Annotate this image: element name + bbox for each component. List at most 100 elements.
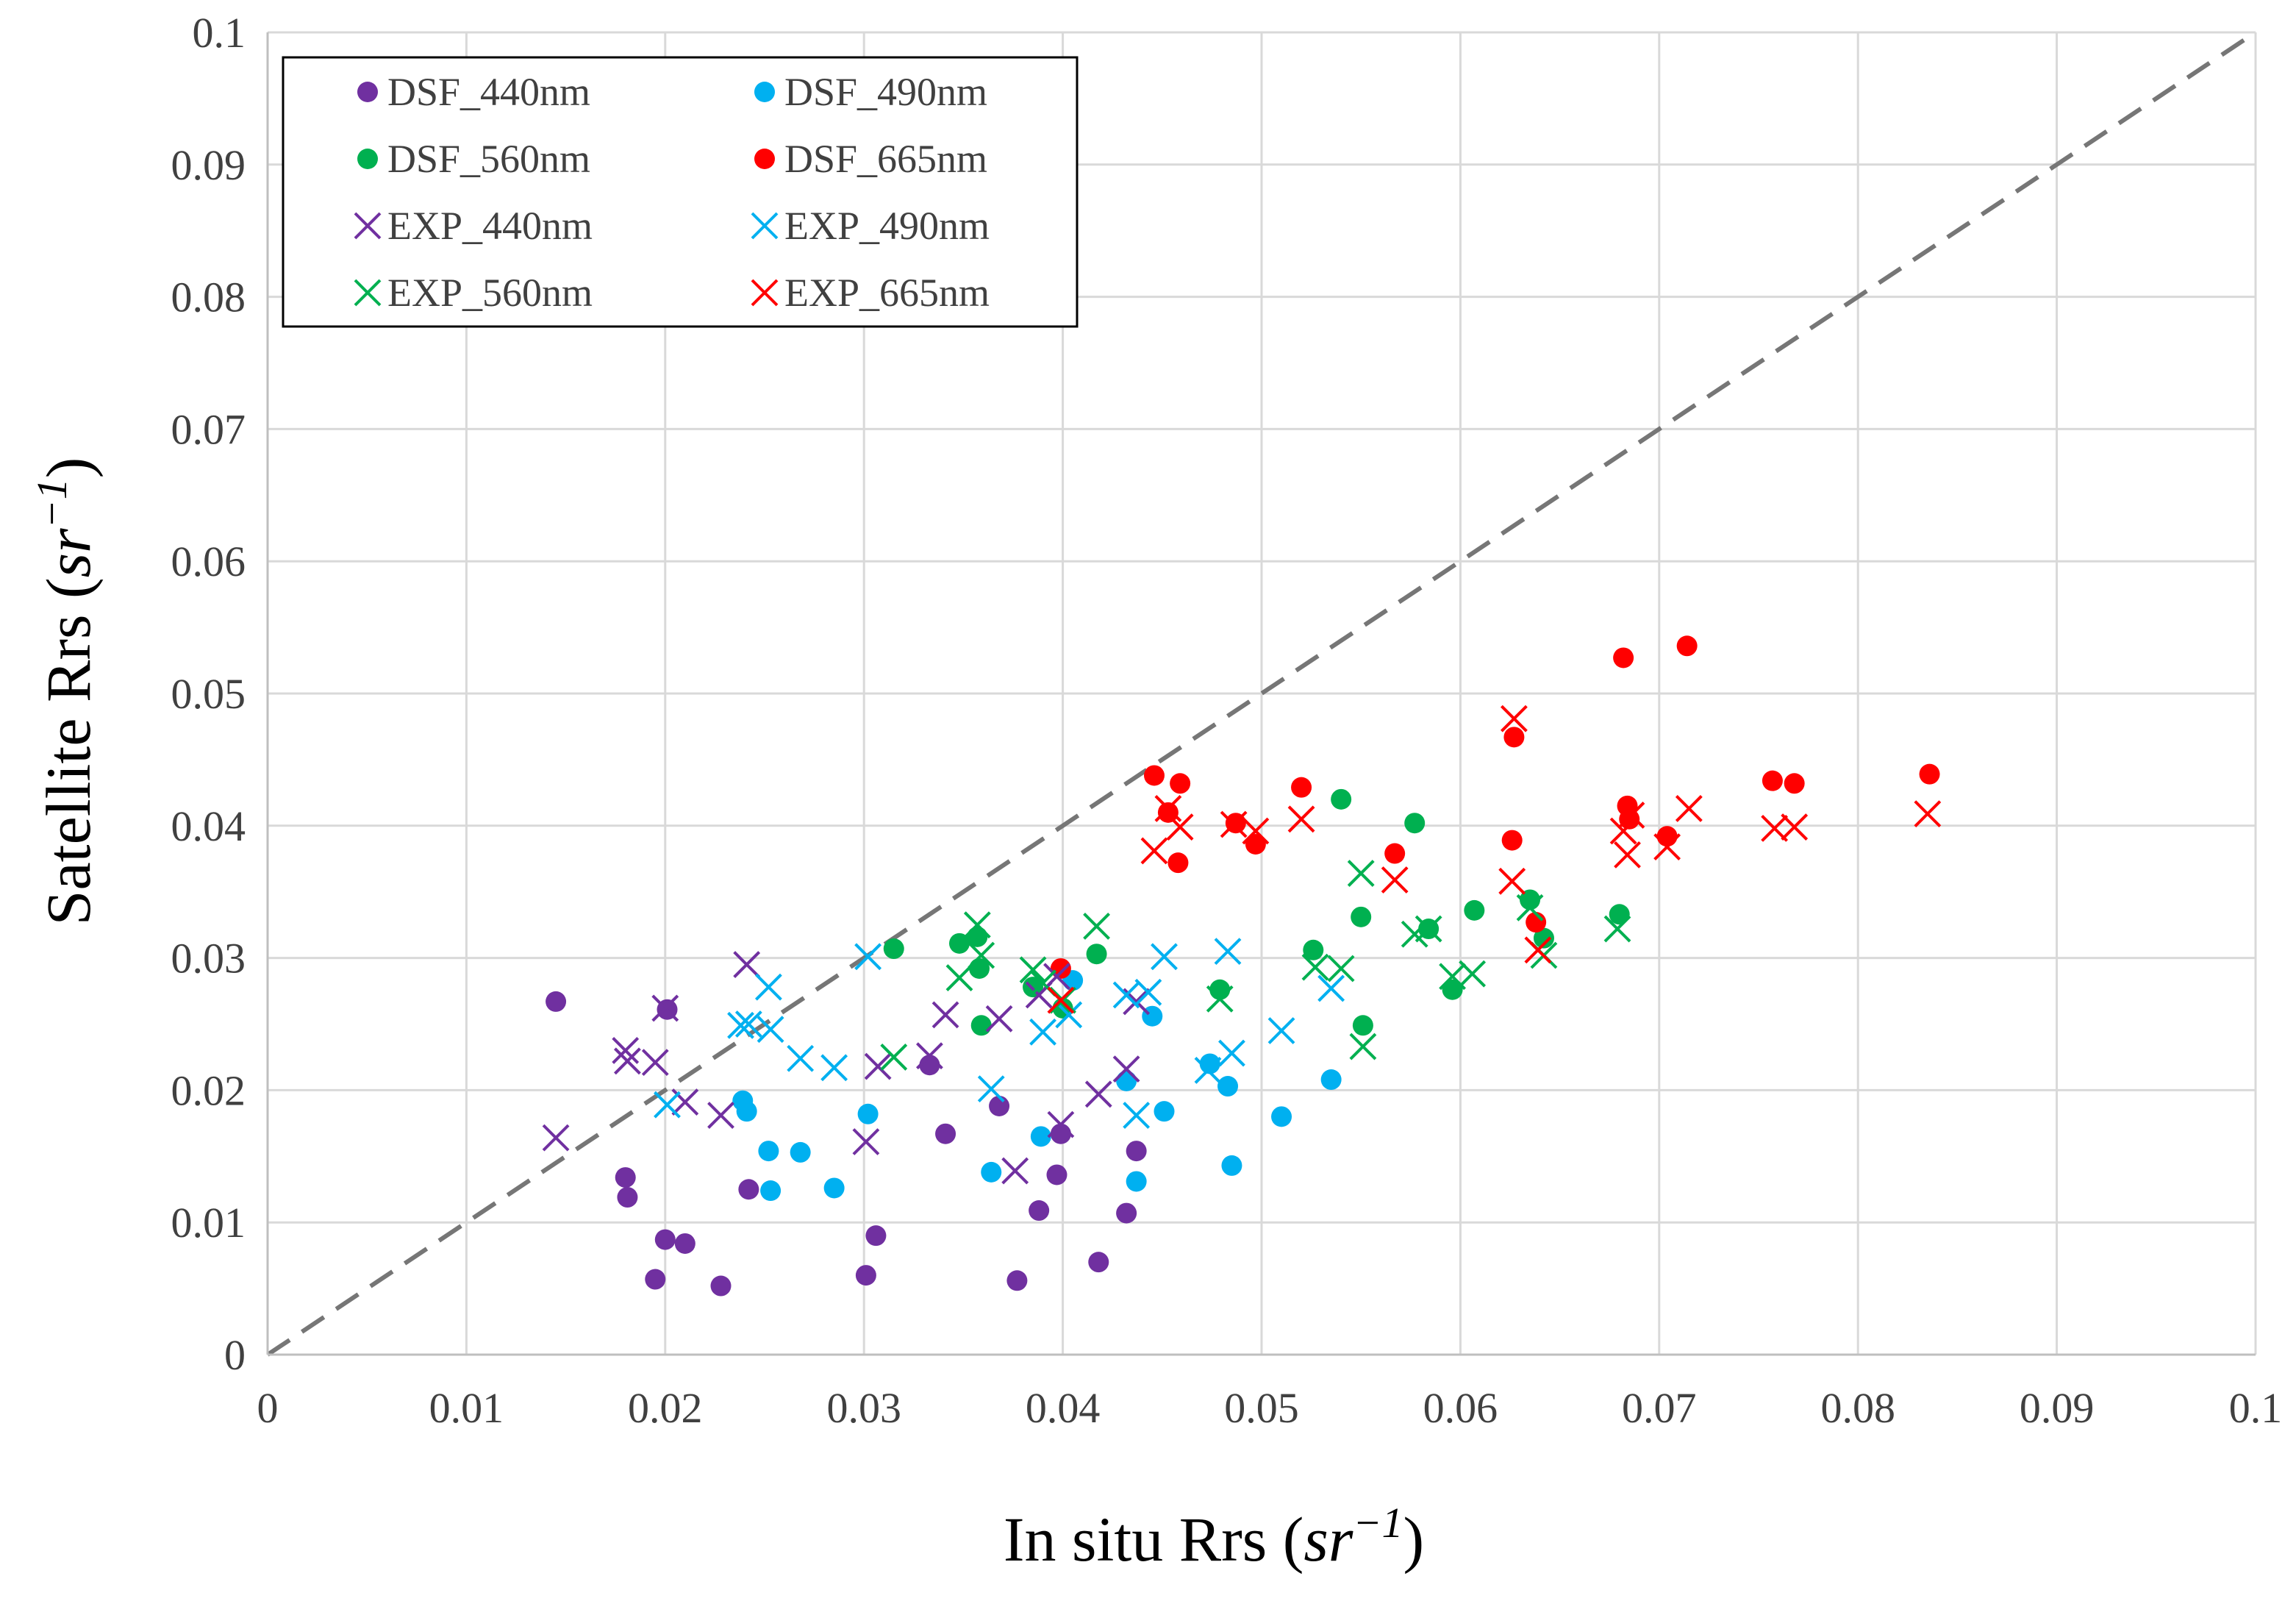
point-dsf-560nm-13 — [1404, 813, 1426, 834]
y-tick-label-2: 0.02 — [171, 1066, 246, 1114]
point-exp-560nm-12 — [1349, 1033, 1377, 1060]
point-exp-560nm-19 — [1603, 915, 1631, 943]
y-tick-label-7: 0.07 — [171, 405, 246, 453]
point-exp-560nm-4 — [1019, 956, 1047, 984]
point-exp-560nm-11 — [1347, 860, 1375, 887]
point-exp-440nm-18-stroke-b — [1112, 1055, 1140, 1083]
legend-marker-exp-490nm — [751, 212, 779, 240]
point-exp-665nm-15 — [1675, 795, 1703, 822]
point-dsf-490nm-16 — [1221, 1155, 1242, 1176]
point-exp-440nm-0-stroke-b — [542, 1124, 570, 1152]
y-tick-label-5: 0.05 — [171, 670, 246, 718]
point-exp-440nm-6-stroke-b — [707, 1102, 734, 1129]
point-dsf-490nm-17 — [1271, 1106, 1292, 1127]
data-points — [542, 635, 1942, 1297]
point-exp-440nm-1-stroke-b — [612, 1037, 640, 1064]
point-exp-440nm-15-stroke-b — [1043, 963, 1070, 991]
point-exp-490nm-18 — [1267, 1017, 1295, 1044]
legend-label-dsf-440nm: DSF_440nm — [387, 70, 590, 114]
y-tick-label-6: 0.06 — [171, 538, 246, 585]
point-exp-665nm-4-stroke-b — [1220, 810, 1248, 838]
point-dsf-440nm-2 — [617, 1187, 638, 1208]
point-dsf-440nm-18 — [1088, 1252, 1109, 1273]
point-dsf-440nm-1 — [615, 1167, 636, 1188]
point-exp-490nm-3 — [754, 973, 782, 1001]
point-exp-490nm-16 — [1214, 938, 1242, 966]
point-exp-490nm-15 — [1194, 1057, 1222, 1084]
point-dsf-560nm-11 — [1351, 906, 1372, 927]
point-exp-560nm-19-stroke-b — [1603, 915, 1631, 943]
point-exp-665nm-17 — [1781, 813, 1809, 841]
point-dsf-665nm-8 — [1384, 843, 1406, 864]
point-exp-440nm-13 — [1001, 1157, 1029, 1185]
point-dsf-440nm-15 — [1029, 1200, 1050, 1222]
point-exp-665nm-8 — [1498, 867, 1526, 895]
point-exp-440nm-8 — [852, 1128, 880, 1155]
point-exp-560nm-10 — [1327, 955, 1355, 983]
point-dsf-665nm-19 — [1919, 763, 1940, 785]
point-exp-665nm-0-stroke-b — [1047, 986, 1075, 1014]
point-exp-440nm-7-stroke-b — [733, 951, 761, 979]
point-dsf-440nm-6 — [674, 1233, 695, 1254]
point-dsf-665nm-7 — [1291, 777, 1312, 798]
point-dsf-665nm-16 — [1676, 635, 1698, 657]
point-exp-665nm-14-stroke-b — [1653, 833, 1681, 860]
point-dsf-490nm-4 — [790, 1141, 811, 1163]
point-exp-665nm-0 — [1047, 986, 1075, 1014]
point-dsf-490nm-2 — [758, 1141, 779, 1162]
point-exp-560nm-4-stroke-b — [1019, 956, 1047, 984]
point-dsf-490nm-5 — [823, 1177, 845, 1199]
point-exp-440nm-9 — [864, 1052, 892, 1080]
y-tick-label-10: 0.1 — [193, 9, 246, 57]
series-exp-665nm — [1047, 705, 1942, 1014]
point-exp-560nm-2-stroke-b — [963, 911, 991, 939]
one-to-one-reference-line — [266, 30, 2257, 1357]
x-tick-label-4: 0.04 — [1026, 1384, 1101, 1432]
x-tick-label-3: 0.03 — [826, 1384, 901, 1432]
point-exp-440nm-8-stroke-b — [852, 1128, 880, 1155]
point-exp-490nm-17 — [1218, 1039, 1245, 1067]
point-exp-440nm-5-stroke-b — [671, 1088, 699, 1116]
point-exp-560nm-0 — [880, 1044, 908, 1071]
legend-box — [282, 56, 1079, 328]
x-tick-label-5: 0.05 — [1224, 1384, 1299, 1432]
point-dsf-665nm-17 — [1762, 770, 1783, 791]
point-exp-560nm-9 — [1301, 953, 1329, 981]
point-dsf-560nm-0 — [883, 938, 904, 960]
point-exp-490nm-2-stroke-b — [734, 1010, 762, 1038]
legend-label-exp-490nm: EXP_490nm — [784, 204, 990, 248]
legend-marker-exp-560nm — [354, 279, 382, 307]
point-exp-665nm-7 — [1381, 866, 1409, 894]
x-tick-label-0: 0 — [257, 1384, 279, 1432]
point-exp-665nm-7-stroke-b — [1381, 866, 1409, 894]
point-exp-440nm-9-stroke-b — [864, 1052, 892, 1080]
point-dsf-560nm-9 — [1303, 939, 1324, 960]
point-exp-490nm-9-stroke-b — [1029, 1018, 1056, 1046]
point-exp-490nm-0-stroke-b — [654, 1091, 681, 1119]
point-dsf-440nm-4 — [654, 1229, 676, 1250]
x-tick-label-2: 0.02 — [628, 1384, 703, 1432]
y-tick-label-1: 0.01 — [171, 1199, 246, 1247]
point-dsf-490nm-8 — [1030, 1126, 1051, 1147]
point-exp-490nm-3-stroke-b — [754, 973, 782, 1001]
point-exp-490nm-13 — [1134, 978, 1162, 1006]
x-tick-label-8: 0.08 — [1820, 1384, 1895, 1432]
point-dsf-490nm-10 — [1116, 1070, 1137, 1091]
point-exp-665nm-3-stroke-b — [1166, 813, 1194, 841]
point-exp-560nm-16 — [1459, 960, 1487, 988]
point-exp-440nm-17 — [1084, 1080, 1112, 1108]
x-tick-label-6: 0.06 — [1423, 1384, 1498, 1432]
legend-marker-exp-665nm — [751, 279, 779, 307]
point-exp-490nm-4-stroke-b — [757, 1016, 784, 1044]
point-exp-665nm-13 — [1617, 802, 1645, 829]
point-exp-490nm-7 — [854, 943, 882, 971]
point-exp-490nm-2 — [734, 1010, 762, 1038]
point-exp-490nm-10 — [1055, 1001, 1083, 1029]
point-exp-665nm-1-stroke-b — [1140, 837, 1168, 865]
series-dsf-560nm — [883, 788, 1630, 1036]
legend-marker-exp-665nm-stroke-b — [751, 279, 779, 307]
y-tick-label-0: 0 — [224, 1331, 246, 1379]
point-dsf-560nm-16 — [1464, 899, 1485, 921]
point-exp-440nm-12 — [985, 1005, 1013, 1033]
